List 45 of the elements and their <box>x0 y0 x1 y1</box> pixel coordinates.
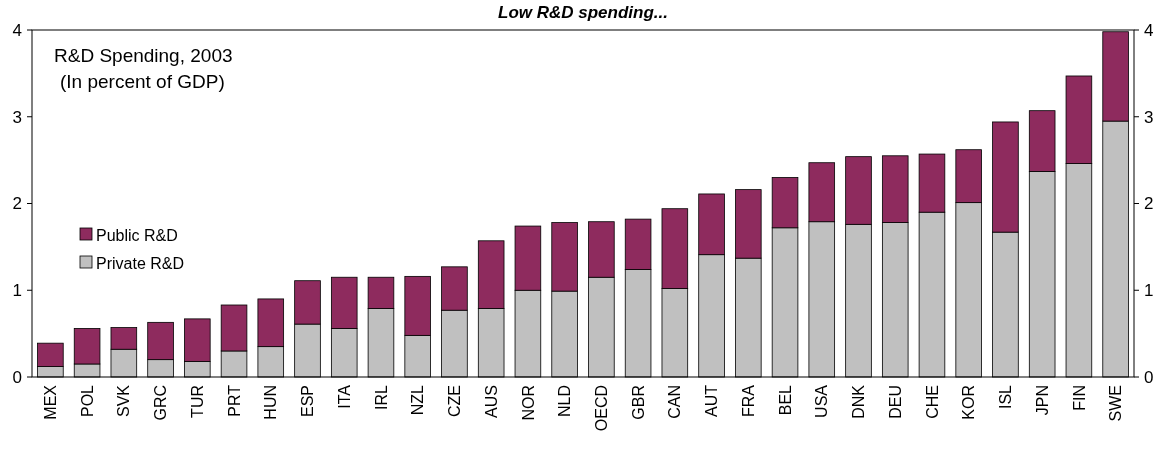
x-tick-label: CAN <box>666 385 684 419</box>
chart-title: Low R&D spending... <box>498 3 668 22</box>
x-tick-label: FIN <box>1070 385 1088 411</box>
x-tick-label: FRA <box>739 384 757 417</box>
legend-label: Private R&D <box>96 254 185 272</box>
x-tick-label: AUT <box>703 384 721 417</box>
y-tick-label: 3 <box>12 107 22 127</box>
y2-tick-label: 4 <box>1144 20 1154 40</box>
y-tick-label: 4 <box>12 20 22 40</box>
x-tick-label: HUN <box>262 385 280 420</box>
x-tick-label: TUR <box>188 385 206 418</box>
x-tick-label: BEL <box>776 384 794 416</box>
x-tick-label: KOR <box>960 385 978 420</box>
y-tick-label: 0 <box>12 367 22 387</box>
x-tick-label: CZE <box>446 385 464 417</box>
x-tick-label: USA <box>813 384 831 418</box>
x-tick-label: MEX <box>41 384 59 420</box>
x-tick-label: DEU <box>886 385 904 419</box>
y-tick-label: 1 <box>12 281 22 301</box>
x-tick-label: GBR <box>629 385 647 420</box>
x-tick-label: OECD <box>592 385 610 432</box>
x-tick-label: PRT <box>225 384 243 417</box>
x-tick-label: JPN <box>1033 385 1051 416</box>
x-tick-label: NOR <box>519 385 537 421</box>
x-tick-label: SWE <box>1107 385 1125 422</box>
x-tick-label: SVK <box>115 384 133 418</box>
y-tick-label: 2 <box>12 194 22 214</box>
x-tick-label: NZL <box>409 384 427 416</box>
x-tick-label: GRC <box>152 385 170 421</box>
x-tick-label: IRL <box>372 384 390 410</box>
x-tick-label: POL <box>78 384 96 418</box>
x-tick-label: NLD <box>556 385 574 418</box>
y2-tick-label: 2 <box>1144 194 1154 214</box>
y2-tick-label: 3 <box>1144 107 1154 127</box>
x-tick-label: ESP <box>299 385 317 418</box>
y2-tick-label: 1 <box>1144 281 1154 301</box>
x-tick-label: DNK <box>850 384 868 419</box>
x-tick-label: ISL <box>997 384 1015 410</box>
y2-tick-label: 0 <box>1144 367 1154 387</box>
x-tick-label: AUS <box>482 385 500 418</box>
legend-label: Public R&D <box>96 226 178 244</box>
x-tick-label: ITA <box>335 384 353 409</box>
x-tick-label: CHE <box>923 385 941 419</box>
annotation: R&D Spending, 2003 <box>54 45 233 66</box>
annotation: (In percent of GDP) <box>60 71 225 92</box>
